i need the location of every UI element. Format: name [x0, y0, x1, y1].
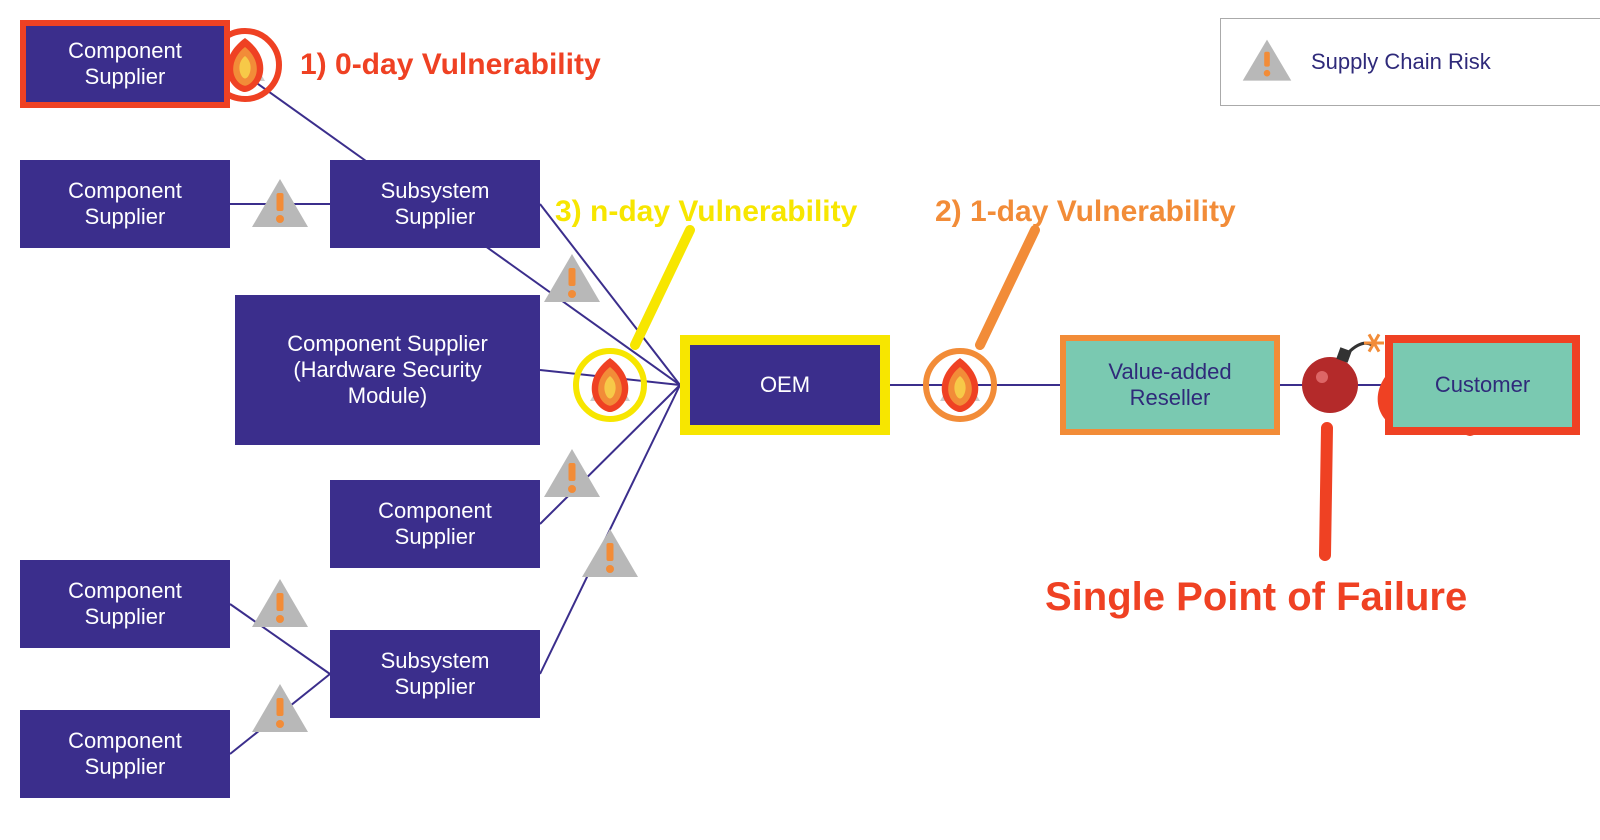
node-label: ComponentSupplier: [68, 728, 182, 780]
node-cs5: ComponentSupplier: [20, 710, 230, 798]
risk-icon: [544, 254, 600, 302]
node-cs1: ComponentSupplier: [20, 20, 230, 108]
node-label: Component Supplier(Hardware SecurityModu…: [287, 331, 488, 409]
callout-c3: 3) n-day Vulnerability: [555, 195, 857, 229]
risk-icon: [544, 449, 600, 497]
callout-arrow: [1325, 428, 1327, 555]
edge: [540, 385, 680, 524]
edge: [230, 604, 330, 674]
callout-spof: Single Point of Failure: [1045, 575, 1467, 620]
node-label: ComponentSupplier: [378, 498, 492, 550]
legend-label: Supply Chain Risk: [1311, 49, 1491, 75]
risk-icon: [252, 684, 308, 732]
callout-c2: 2) 1-day Vulnerability: [935, 195, 1236, 229]
callout-arrow: [635, 230, 690, 345]
node-label: Value-addedReseller: [1108, 359, 1231, 411]
node-ss1: SubsystemSupplier: [330, 160, 540, 248]
node-var: Value-addedReseller: [1060, 335, 1280, 435]
node-cs4: ComponentSupplier: [20, 560, 230, 648]
bomb-icon: [1302, 334, 1384, 413]
node-cs3: ComponentSupplier: [330, 480, 540, 568]
node-hsm: Component Supplier(Hardware SecurityModu…: [235, 295, 540, 445]
risk-icon: [582, 529, 638, 577]
vulnerability-icon: [926, 351, 994, 419]
callout-arrow: [980, 230, 1035, 345]
risk-icon: [252, 179, 308, 227]
node-label: ComponentSupplier: [68, 38, 182, 90]
node-ss2: SubsystemSupplier: [330, 630, 540, 718]
edge: [540, 370, 680, 385]
edge: [540, 204, 680, 385]
node-label: SubsystemSupplier: [381, 178, 490, 230]
edge: [540, 385, 680, 674]
edge: [230, 674, 330, 754]
callout-c1: 1) 0-day Vulnerability: [300, 48, 601, 82]
node-oem: OEM: [680, 335, 890, 435]
node-cs2: ComponentSupplier: [20, 160, 230, 248]
node-label: ComponentSupplier: [68, 178, 182, 230]
node-label: Customer: [1435, 372, 1530, 398]
node-label: OEM: [760, 372, 810, 398]
risk-icon: [1239, 34, 1295, 90]
vulnerability-icon: [576, 351, 644, 419]
legend: Supply Chain Risk: [1220, 18, 1600, 106]
node-label: SubsystemSupplier: [381, 648, 490, 700]
node-label: ComponentSupplier: [68, 578, 182, 630]
node-cust: Customer: [1385, 335, 1580, 435]
risk-icon: [252, 579, 308, 627]
